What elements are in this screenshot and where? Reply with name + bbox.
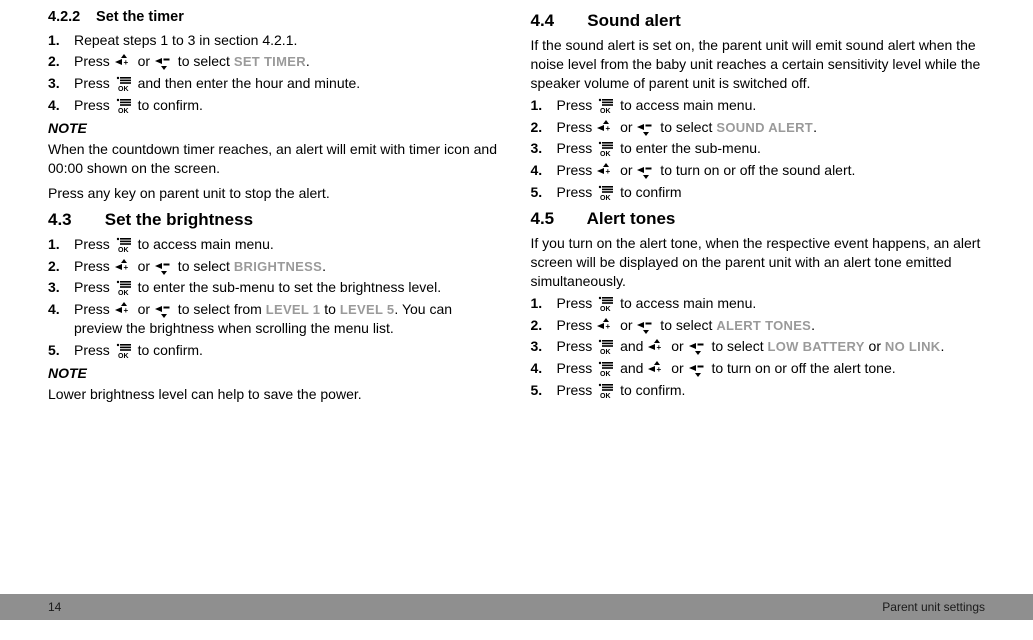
- down-minus-icon: [155, 259, 173, 275]
- heading-title: Alert tones: [587, 209, 676, 228]
- step: 3.Press and or to select LOW BATTERY or …: [553, 337, 986, 356]
- footer-section-title: Parent unit settings: [882, 600, 985, 614]
- step: 2.Press or to select SET TIMER.: [70, 52, 503, 71]
- up-plus-icon: [648, 361, 666, 377]
- heading-title: Sound alert: [587, 11, 681, 30]
- page-footer: 14 Parent unit settings: [0, 594, 1033, 620]
- down-minus-icon: [155, 302, 173, 318]
- down-minus-icon: [637, 163, 655, 179]
- menu-label: NO LINK: [885, 339, 941, 354]
- up-plus-icon: [648, 339, 666, 355]
- columns: 4.2.2 Set the timer 1.Repeat steps 1 to …: [48, 8, 985, 406]
- step: 5.Press to confirm: [553, 183, 986, 202]
- menu-ok-icon: [115, 98, 133, 114]
- step: 4.Press to confirm.: [70, 96, 503, 115]
- menu-label: SOUND ALERT: [716, 120, 813, 135]
- up-plus-icon: [597, 120, 615, 136]
- note-body: Press any key on parent unit to stop the…: [48, 184, 503, 203]
- step: 3.Press to enter the sub-menu.: [553, 139, 986, 158]
- step: 3.Press to enter the sub-menu to set the…: [70, 278, 503, 297]
- note-body: Lower brightness level can help to save …: [48, 385, 503, 404]
- step: 2.Press or to select SOUND ALERT.: [553, 118, 986, 137]
- steps-4-5: 1.Press to access main menu. 2.Press or …: [531, 294, 986, 400]
- heading-4-3: 4.3 Set the brightness: [48, 209, 503, 232]
- manual-page: 4.2.2 Set the timer 1.Repeat steps 1 to …: [0, 0, 1033, 640]
- down-minus-icon: [155, 54, 173, 70]
- heading-title: Set the brightness: [105, 210, 253, 229]
- menu-ok-icon: [597, 339, 615, 355]
- menu-ok-icon: [115, 280, 133, 296]
- up-plus-icon: [115, 302, 133, 318]
- steps-4-4: 1.Press to access main menu. 2.Press or …: [531, 96, 986, 202]
- step: 2.Press or to select ALERT TONES.: [553, 316, 986, 335]
- up-plus-icon: [115, 54, 133, 70]
- menu-label: ALERT TONES: [716, 318, 811, 333]
- step: 2.Press or to select BRIGHTNESS.: [70, 257, 503, 276]
- heading-title: Set the timer: [96, 9, 184, 25]
- menu-ok-icon: [597, 383, 615, 399]
- step: 3.Press and then enter the hour and minu…: [70, 74, 503, 93]
- heading-number: 4.4: [531, 10, 583, 33]
- menu-ok-icon: [597, 98, 615, 114]
- menu-label: LEVEL 1: [266, 302, 321, 317]
- step: 1.Repeat steps 1 to 3 in section 4.2.1.: [70, 31, 503, 50]
- steps-4-3: 1.Press to access main menu. 2.Press or …: [48, 235, 503, 360]
- step: 5.Press to confirm.: [553, 381, 986, 400]
- step: 4.Press and or to turn on or off the ale…: [553, 359, 986, 378]
- menu-ok-icon: [597, 185, 615, 201]
- menu-label: LOW BATTERY: [767, 339, 864, 354]
- left-column: 4.2.2 Set the timer 1.Repeat steps 1 to …: [48, 8, 503, 406]
- menu-ok-icon: [115, 343, 133, 359]
- steps-4-2-2: 1.Repeat steps 1 to 3 in section 4.2.1. …: [48, 31, 503, 116]
- heading-4-4: 4.4 Sound alert: [531, 10, 986, 33]
- heading-number: 4.5: [531, 208, 583, 231]
- menu-ok-icon: [597, 141, 615, 157]
- up-plus-icon: [597, 318, 615, 334]
- right-column: 4.4 Sound alert If the sound alert is se…: [531, 8, 986, 406]
- menu-ok-icon: [115, 237, 133, 253]
- menu-label: SET TIMER: [234, 54, 306, 69]
- down-minus-icon: [689, 361, 707, 377]
- menu-ok-icon: [115, 76, 133, 92]
- note-heading: NOTE: [48, 364, 503, 383]
- menu-ok-icon: [597, 296, 615, 312]
- menu-label: LEVEL 5: [340, 302, 395, 317]
- menu-label: BRIGHTNESS: [234, 259, 322, 274]
- intro-text: If the sound alert is set on, the parent…: [531, 36, 986, 93]
- note-heading: NOTE: [48, 119, 503, 138]
- heading-4-2-2: 4.2.2 Set the timer: [48, 8, 503, 28]
- menu-ok-icon: [597, 361, 615, 377]
- down-minus-icon: [689, 339, 707, 355]
- step: 4.Press or to select from LEVEL 1 to LEV…: [70, 300, 503, 338]
- heading-number: 4.2.2: [48, 8, 92, 28]
- step: 1.Press to access main menu.: [553, 294, 986, 313]
- down-minus-icon: [637, 318, 655, 334]
- down-minus-icon: [637, 120, 655, 136]
- step: 1.Press to access main menu.: [553, 96, 986, 115]
- heading-number: 4.3: [48, 209, 100, 232]
- up-plus-icon: [597, 163, 615, 179]
- intro-text: If you turn on the alert tone, when the …: [531, 234, 986, 291]
- note-body: When the countdown timer reaches, an ale…: [48, 140, 503, 178]
- page-number: 14: [48, 600, 61, 614]
- step: 4.Press or to turn on or off the sound a…: [553, 161, 986, 180]
- heading-4-5: 4.5 Alert tones: [531, 208, 986, 231]
- up-plus-icon: [115, 259, 133, 275]
- step: 1.Press to access main menu.: [70, 235, 503, 254]
- step: 5.Press to confirm.: [70, 341, 503, 360]
